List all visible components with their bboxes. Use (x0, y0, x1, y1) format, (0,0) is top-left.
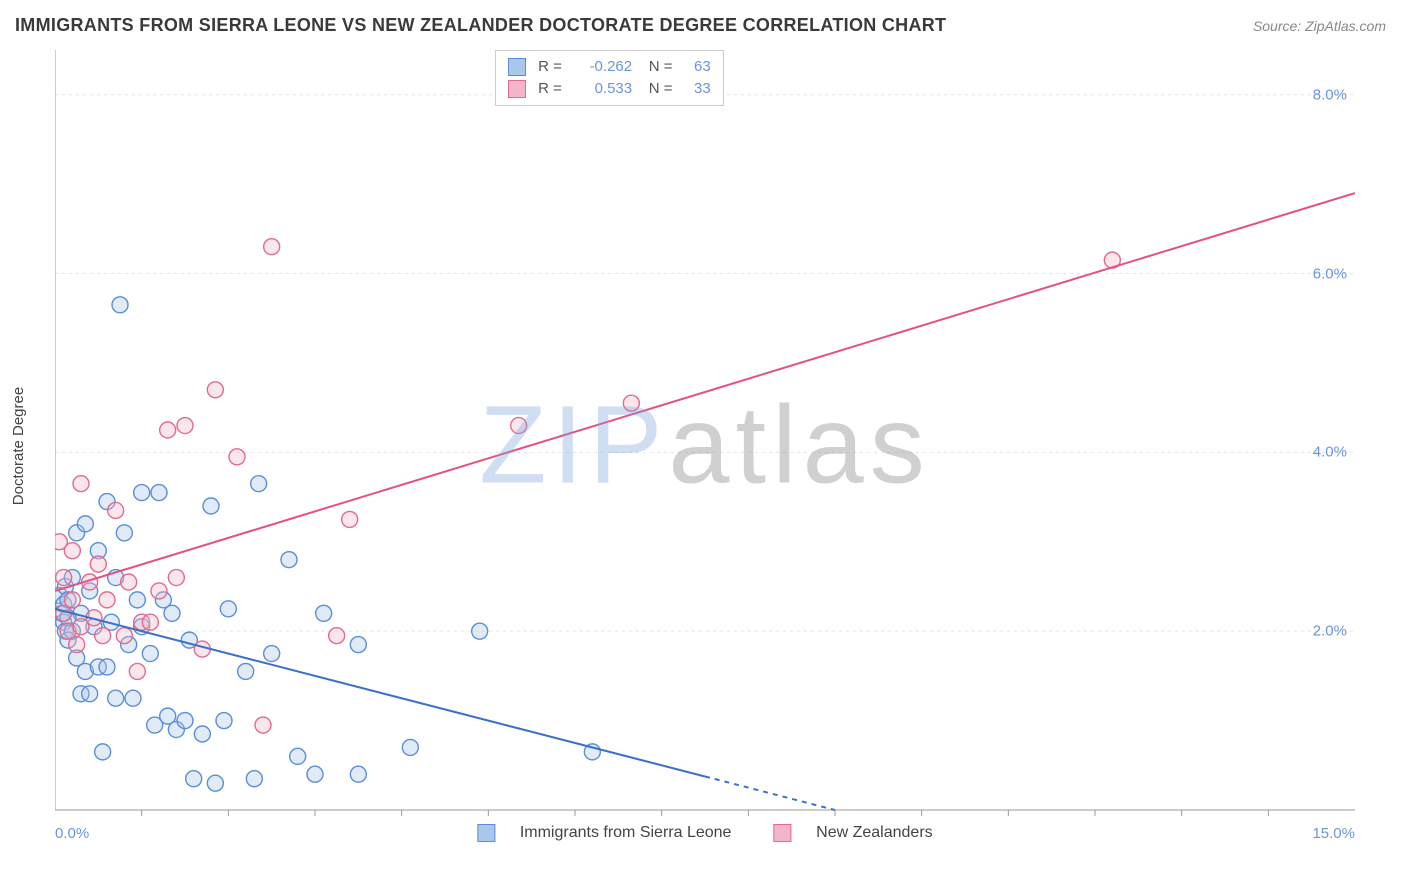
legend-series-names: Immigrants from Sierra Leone New Zealand… (467, 824, 942, 842)
r-label: R = (538, 80, 562, 97)
n-value-series2: 33 (677, 78, 711, 100)
y-tick: 4.0% (1313, 444, 1347, 461)
r-label: R = (538, 58, 562, 75)
y-tick: 8.0% (1313, 86, 1347, 103)
source-credit: Source: ZipAtlas.com (1253, 18, 1386, 34)
scatter-plot: ZIPatlas R = -0.262 N = 63 R = 0.533 N =… (55, 50, 1355, 840)
swatch-series2 (508, 80, 526, 98)
x-tick-max: 15.0% (1312, 825, 1355, 842)
r-value-series1: -0.262 (566, 56, 632, 78)
legend-row-series1: R = -0.262 N = 63 (508, 56, 711, 78)
x-tick-min: 0.0% (55, 825, 89, 842)
n-value-series1: 63 (677, 56, 711, 78)
n-label: N = (649, 80, 673, 97)
n-label: N = (649, 58, 673, 75)
swatch-bottom-series2 (774, 824, 792, 842)
series1-name: Immigrants from Sierra Leone (520, 824, 732, 841)
chart-title: IMMIGRANTS FROM SIERRA LEONE VS NEW ZEAL… (15, 15, 946, 36)
series2-name: New Zealanders (816, 824, 933, 841)
r-value-series2: 0.533 (566, 78, 632, 100)
chart-canvas (55, 50, 1355, 840)
legend-correlation: R = -0.262 N = 63 R = 0.533 N = 33 (495, 50, 724, 106)
y-tick: 2.0% (1313, 623, 1347, 640)
y-axis-label: Doctorate Degree (10, 387, 27, 505)
swatch-bottom-series1 (477, 824, 495, 842)
y-tick: 6.0% (1313, 265, 1347, 282)
swatch-series1 (508, 58, 526, 76)
legend-row-series2: R = 0.533 N = 33 (508, 78, 711, 100)
